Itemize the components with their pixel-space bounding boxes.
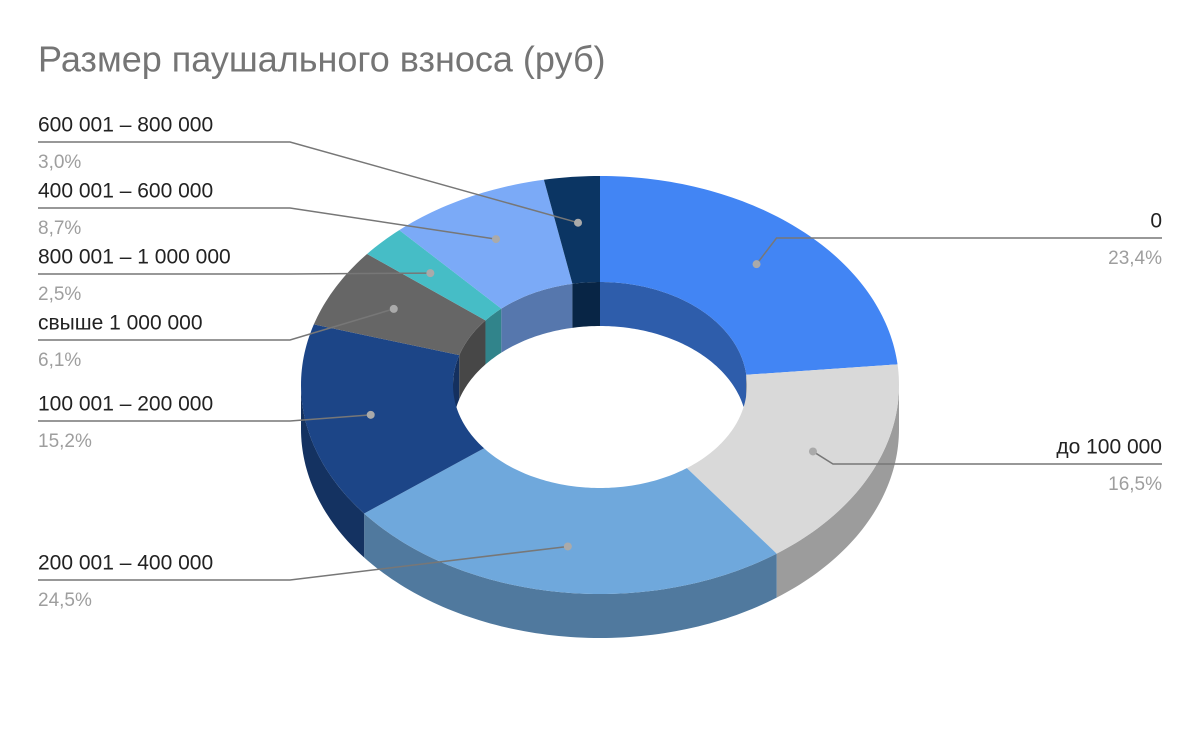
chart-title: Размер паушального взноса (руб) — [38, 39, 606, 80]
leader-line — [38, 207, 497, 240]
legend-label: 100 001 – 200 000 — [38, 393, 213, 416]
leader-dot — [808, 447, 817, 456]
leader-dot — [426, 269, 435, 278]
slice — [600, 176, 898, 375]
leader-line — [812, 450, 1162, 465]
data-label: 16,5% — [1108, 474, 1162, 495]
leader-line — [38, 545, 568, 581]
slice — [543, 176, 600, 284]
legend-label: 400 001 – 600 000 — [38, 180, 213, 203]
slice — [364, 448, 777, 594]
legend-label: свыше 1 000 000 — [38, 312, 203, 335]
outer-wall — [301, 385, 365, 558]
leader-line — [38, 414, 371, 422]
data-label: 24,5% — [38, 590, 92, 611]
data-label: 6,1% — [38, 350, 81, 371]
leader-line — [38, 141, 579, 224]
leader-dot — [574, 218, 583, 227]
inner-wall — [459, 320, 486, 400]
leader-dot — [491, 235, 500, 244]
data-label: 23,4% — [1108, 248, 1162, 269]
leader-line — [755, 237, 1162, 265]
data-label: 15,2% — [38, 431, 92, 452]
leader-dot — [563, 542, 572, 551]
data-label: 3,0% — [38, 152, 81, 173]
legend-label: 200 001 – 400 000 — [38, 552, 213, 575]
outer-wall — [364, 513, 777, 638]
slice — [686, 364, 899, 554]
inner-wall — [600, 282, 747, 419]
legend-label: 600 001 – 800 000 — [38, 114, 213, 137]
inner-wall — [485, 308, 502, 365]
leader-dot — [752, 260, 761, 269]
slice — [313, 253, 486, 356]
outer-wall — [776, 385, 899, 598]
slice — [399, 179, 573, 309]
slice — [301, 324, 485, 514]
data-label: 8,7% — [38, 218, 81, 239]
legend-label: 800 001 – 1 000 000 — [38, 246, 231, 269]
leader-line — [38, 272, 431, 275]
leader-line — [38, 308, 394, 341]
legend-label: до 100 000 — [1056, 436, 1162, 459]
inner-wall — [501, 283, 573, 353]
leader-dot — [366, 410, 375, 419]
legend-label: 0 — [1150, 210, 1162, 233]
data-label: 2,5% — [38, 284, 81, 305]
inner-wall — [572, 282, 600, 328]
slice — [367, 230, 502, 321]
leader-dot — [389, 304, 398, 313]
